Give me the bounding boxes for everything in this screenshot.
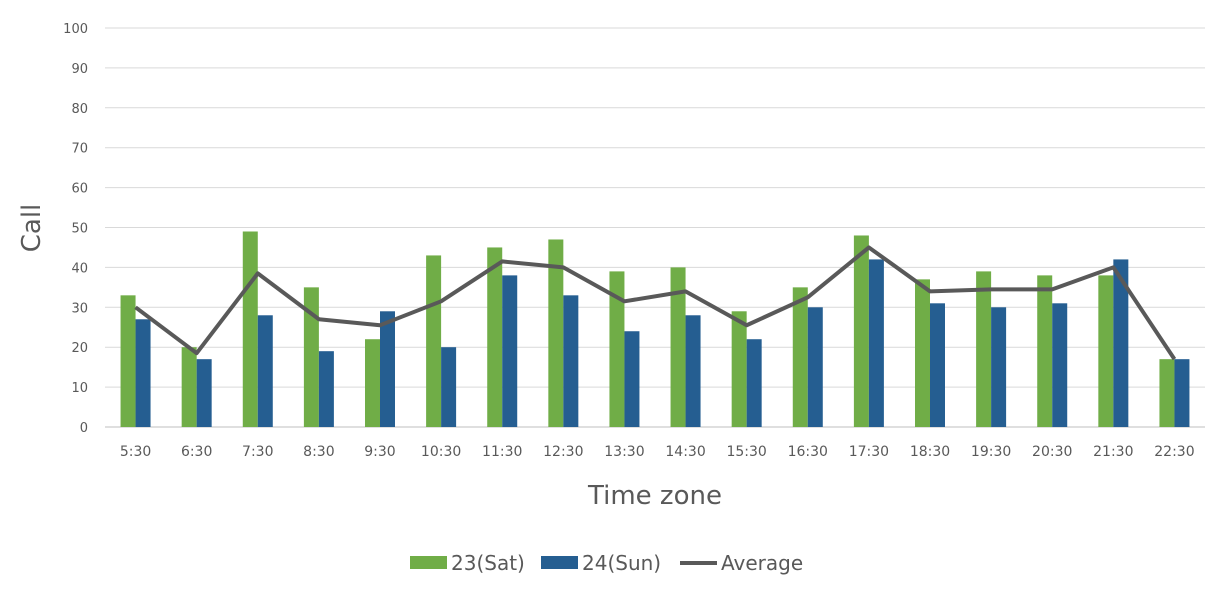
bar-24-sun xyxy=(685,315,701,427)
x-tick-labels: 5:30 6:30 7:30 8:30 9:30 10:30 11:30 12:30 13:30… xyxy=(120,444,1195,460)
x-tick-label: 9:30 xyxy=(364,444,395,460)
bar-24-sun xyxy=(1052,303,1068,427)
bar-24-sun xyxy=(196,359,212,427)
legend-swatch-24-sun xyxy=(541,556,578,569)
x-tick-label: 13:30 xyxy=(604,444,644,460)
bar-24-sun xyxy=(746,339,762,427)
bar-24-sun xyxy=(502,275,518,427)
legend: 23(Sat) 24(Sun) Average xyxy=(410,551,803,575)
x-tick-label: 21:30 xyxy=(1093,444,1133,460)
y-tick-label: 70 xyxy=(71,142,88,157)
y-tick-label: 50 xyxy=(71,222,88,237)
bar-24-sun xyxy=(624,331,640,427)
average-line-layer xyxy=(134,245,1177,361)
y-tick-label: 100 xyxy=(63,22,88,37)
bar-23-sat xyxy=(242,231,258,427)
average-line xyxy=(134,245,1177,361)
x-tick-label: 5:30 xyxy=(120,444,151,460)
bar-24-sun xyxy=(380,311,395,427)
bar-24-sun xyxy=(930,303,945,427)
bar-24-sun xyxy=(318,351,334,427)
bar-24-sun xyxy=(1113,259,1129,427)
x-tick-label: 14:30 xyxy=(665,444,705,460)
y-tick-labels: 0 10 20 30 40 50 60 70 80 90 100 xyxy=(63,22,88,436)
bar-23-sat xyxy=(853,235,869,427)
x-tick-label: 18:30 xyxy=(910,444,950,460)
x-tick-label: 8:30 xyxy=(303,444,334,460)
bar-24-sun xyxy=(807,307,823,427)
bar-23-sat xyxy=(609,271,625,427)
bar-23-sat xyxy=(303,287,319,427)
bar-24-sun xyxy=(868,259,884,427)
bar-24-sun xyxy=(135,319,151,427)
bar-23-sat xyxy=(120,295,136,427)
x-tick-label: 20:30 xyxy=(1032,444,1072,460)
bar-24-sun xyxy=(441,347,457,427)
y-tick-label: 90 xyxy=(71,62,88,77)
x-tick-label: 17:30 xyxy=(849,444,889,460)
x-tick-label: 19:30 xyxy=(971,444,1011,460)
x-tick-label: 11:30 xyxy=(482,444,522,460)
bar-23-sat xyxy=(548,239,564,427)
bar-23-sat xyxy=(670,267,686,427)
bar-23-sat xyxy=(1037,275,1053,427)
bar-23-sat xyxy=(426,255,442,427)
bar-23-sat xyxy=(792,287,808,427)
x-tick-label: 12:30 xyxy=(543,444,583,460)
legend-label-24-sun: 24(Sun) xyxy=(582,551,661,575)
x-tick-label: 6:30 xyxy=(181,444,212,460)
y-tick-label: 20 xyxy=(71,341,88,356)
y-tick-label: 30 xyxy=(71,301,88,316)
bar-23-sat xyxy=(487,247,503,427)
legend-label-23-sat: 23(Sat) xyxy=(451,551,525,575)
bar-24-sun xyxy=(563,295,579,427)
legend-swatch-23-sat xyxy=(410,556,447,569)
x-tick-label: 7:30 xyxy=(242,444,273,460)
bars xyxy=(120,231,1190,427)
x-axis-title: Time zone xyxy=(587,481,722,511)
bar-24-sun xyxy=(991,307,1007,427)
bar-24-sun xyxy=(257,315,273,427)
bar-23-sat xyxy=(181,347,197,427)
bar-23-sat xyxy=(915,279,930,427)
bar-23-sat xyxy=(731,311,747,427)
y-axis-title: Call xyxy=(17,204,47,253)
bar-23-sat xyxy=(976,271,992,427)
x-tick-label: 22:30 xyxy=(1154,444,1194,460)
bar-23-sat xyxy=(365,339,380,427)
y-tick-label: 0 xyxy=(80,421,88,436)
x-tick-label: 16:30 xyxy=(788,444,828,460)
y-tick-label: 10 xyxy=(71,381,88,396)
bar-23-sat xyxy=(1159,359,1175,427)
gridlines xyxy=(105,27,1205,428)
bar-24-sun xyxy=(1174,359,1190,427)
bar-23-sat xyxy=(1098,275,1114,427)
y-tick-label: 60 xyxy=(71,182,88,197)
y-tick-label: 40 xyxy=(71,261,88,276)
x-tick-label: 15:30 xyxy=(726,444,766,460)
y-tick-label: 80 xyxy=(71,102,88,117)
legend-label-average: Average xyxy=(721,551,803,575)
x-tick-label: 10:30 xyxy=(421,444,461,460)
